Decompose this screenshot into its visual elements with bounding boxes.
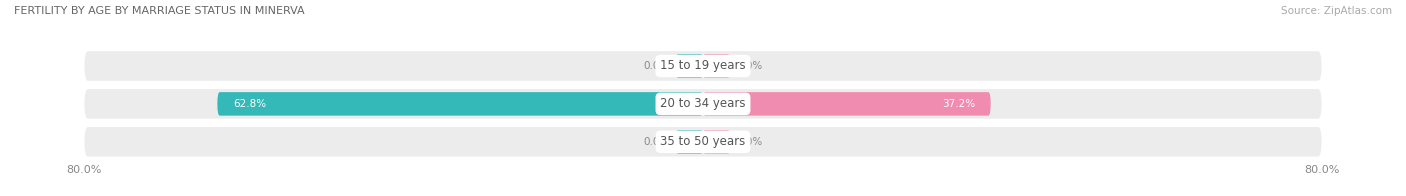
Text: 0.0%: 0.0% xyxy=(644,61,669,71)
FancyBboxPatch shape xyxy=(703,54,730,78)
FancyBboxPatch shape xyxy=(84,51,1322,81)
FancyBboxPatch shape xyxy=(703,130,730,153)
FancyBboxPatch shape xyxy=(676,130,703,153)
Text: 35 to 50 years: 35 to 50 years xyxy=(661,135,745,148)
FancyBboxPatch shape xyxy=(218,92,703,116)
Text: 0.0%: 0.0% xyxy=(644,137,669,147)
FancyBboxPatch shape xyxy=(84,127,1322,157)
Text: 0.0%: 0.0% xyxy=(737,137,762,147)
Text: Source: ZipAtlas.com: Source: ZipAtlas.com xyxy=(1281,6,1392,16)
FancyBboxPatch shape xyxy=(676,54,703,78)
Text: FERTILITY BY AGE BY MARRIAGE STATUS IN MINERVA: FERTILITY BY AGE BY MARRIAGE STATUS IN M… xyxy=(14,6,305,16)
FancyBboxPatch shape xyxy=(703,92,991,116)
Text: 0.0%: 0.0% xyxy=(737,61,762,71)
Text: 37.2%: 37.2% xyxy=(942,99,976,109)
Text: 62.8%: 62.8% xyxy=(233,99,266,109)
Text: 15 to 19 years: 15 to 19 years xyxy=(661,60,745,73)
Text: 20 to 34 years: 20 to 34 years xyxy=(661,97,745,110)
FancyBboxPatch shape xyxy=(84,89,1322,119)
